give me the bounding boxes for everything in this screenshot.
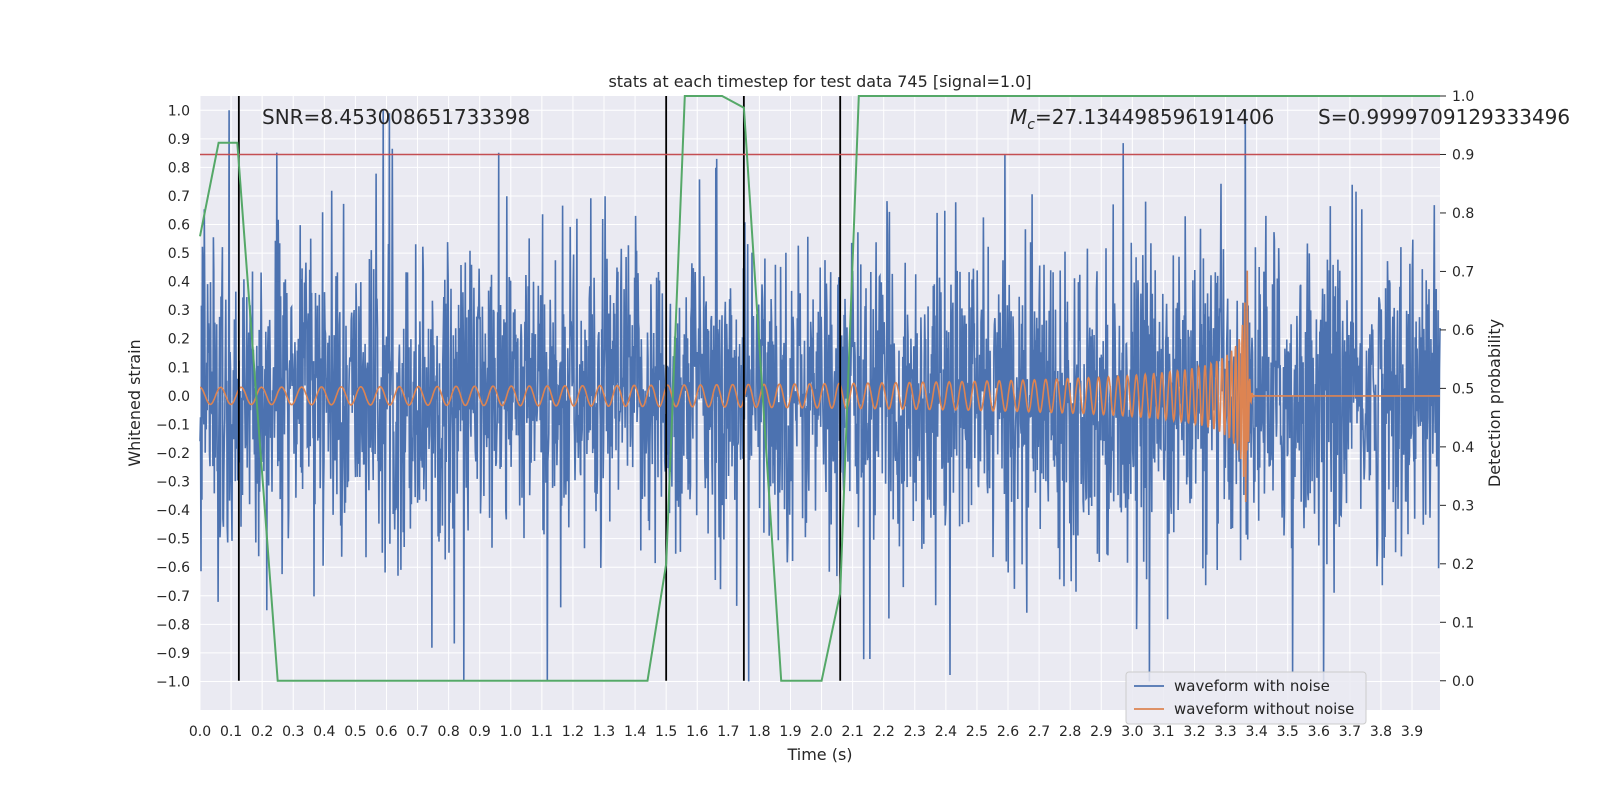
y2-tick-label: 0.5 xyxy=(1452,381,1474,397)
x-tick-label: 3.3 xyxy=(1214,724,1236,740)
x-tick-label: 3.6 xyxy=(1308,724,1330,740)
chirp-mass-subscript: c xyxy=(1027,117,1035,133)
legend-label-no-noise: waveform without noise xyxy=(1174,700,1354,718)
y-ticks: 1.0 0.9 0.8 0.7 0.6 0.5 0.4 0.3 0.2 0.1 0.0 −0.1 −0.… xyxy=(156,103,190,690)
x-tick-label: 0.5 xyxy=(344,724,366,740)
x-tick-label: 0.3 xyxy=(282,724,304,740)
x-tick-label: 3.2 xyxy=(1183,724,1205,740)
x-tick-label: 3.1 xyxy=(1152,724,1174,740)
x-tick-label: 1.1 xyxy=(531,724,553,740)
y2-ticks: 1.0 0.9 0.8 0.7 0.6 0.5 0.4 0.3 0.2 0.1 0.0 xyxy=(1440,89,1474,690)
y-tick-label: 0.9 xyxy=(168,132,190,148)
legend-label-noise: waveform with noise xyxy=(1174,677,1330,695)
x-tick-label: 3.9 xyxy=(1401,724,1423,740)
plot-area xyxy=(199,95,1441,682)
x-tick-label: 3.7 xyxy=(1339,724,1361,740)
y-tick-label: 0.6 xyxy=(168,218,190,234)
y2-tick-label: 0.6 xyxy=(1452,323,1474,339)
y-tick-label: 0.7 xyxy=(168,189,190,205)
x-tick-label: 2.5 xyxy=(966,724,988,740)
x-tick-label: 1.6 xyxy=(686,724,708,740)
chirp-mass-annotation: Mc=27.134498596191406 xyxy=(1010,105,1274,133)
y2-tick-label: 0.1 xyxy=(1452,615,1474,631)
x-tick-label: 0.1 xyxy=(220,724,242,740)
x-tick-label: 2.3 xyxy=(904,724,926,740)
y2-tick-label: 0.8 xyxy=(1452,206,1474,222)
x-tick-label: 1.8 xyxy=(748,724,770,740)
x-tick-label: 2.8 xyxy=(1059,724,1081,740)
y-tick-label: 0.0 xyxy=(168,389,190,405)
y-tick-label: 1.0 xyxy=(168,103,190,119)
x-tick-label: 0.2 xyxy=(251,724,273,740)
y-tick-label: −0.9 xyxy=(156,646,190,662)
y2-tick-label: 0.2 xyxy=(1452,557,1474,573)
chirp-mass-symbol: M xyxy=(1010,105,1027,129)
y-tick-label: 0.4 xyxy=(168,275,190,291)
y-tick-label: 0.1 xyxy=(168,360,190,376)
y-tick-label: 0.8 xyxy=(168,160,190,176)
snr-annotation: SNR=8.453008651733398 xyxy=(262,105,530,129)
x-tick-label: 1.5 xyxy=(655,724,677,740)
x-tick-label: 2.2 xyxy=(873,724,895,740)
legend: waveform with noise waveform without noi… xyxy=(1125,671,1367,725)
x-tick-label: 0.6 xyxy=(375,724,397,740)
y-tick-label: −0.1 xyxy=(156,417,190,433)
y2-tick-label: 1.0 xyxy=(1452,89,1474,105)
x-tick-label: 2.4 xyxy=(935,724,957,740)
x-tick-label: 2.9 xyxy=(1090,724,1112,740)
x-tick-label: 0.9 xyxy=(469,724,491,740)
x-tick-label: 2.0 xyxy=(810,724,832,740)
legend-box xyxy=(1125,671,1367,725)
x-tick-label: 2.1 xyxy=(841,724,863,740)
x-tick-label: 2.7 xyxy=(1028,724,1050,740)
x-tick-label: 1.9 xyxy=(779,724,801,740)
x-tick-label: 0.4 xyxy=(313,724,335,740)
chart-title: stats at each timestep for test data 745… xyxy=(608,72,1031,91)
x-tick-label: 1.3 xyxy=(593,724,615,740)
y2-tick-label: 0.3 xyxy=(1452,498,1474,514)
x-axis-label: Time (s) xyxy=(786,745,852,764)
x-tick-label: 1.4 xyxy=(624,724,646,740)
series-waveform-with-noise xyxy=(199,110,1441,682)
x-tick-label: 3.0 xyxy=(1121,724,1143,740)
chirp-mass-value: =27.134498596191406 xyxy=(1035,105,1274,129)
y-tick-label: 0.2 xyxy=(168,332,190,348)
y-tick-label: −0.8 xyxy=(156,617,190,633)
x-tick-label: 2.6 xyxy=(997,724,1019,740)
x-tick-label: 3.4 xyxy=(1246,724,1268,740)
y-tick-label: 0.3 xyxy=(168,303,190,319)
x-tick-label: 1.0 xyxy=(500,724,522,740)
y2-axis-label: Detection probability xyxy=(1485,319,1504,487)
x-tick-label: 1.2 xyxy=(562,724,584,740)
x-tick-label: 0.8 xyxy=(437,724,459,740)
x-ticks: 0.0 0.1 0.2 0.3 0.4 0.5 0.6 0.7 0.8 0.9 1.0 1.1 1.2 1… xyxy=(189,724,1423,740)
y2-tick-label: 0.4 xyxy=(1452,440,1474,456)
y-tick-label: −0.3 xyxy=(156,475,190,491)
y2-tick-label: 0.0 xyxy=(1452,674,1474,690)
y-tick-label: −0.7 xyxy=(156,589,190,605)
series-waveform-without-noise xyxy=(200,270,1440,503)
x-tick-label: 3.5 xyxy=(1277,724,1299,740)
y-axis-label: Whitened strain xyxy=(125,339,144,466)
y-tick-label: −1.0 xyxy=(156,674,190,690)
x-tick-label: 0.7 xyxy=(406,724,428,740)
y2-tick-label: 0.7 xyxy=(1452,264,1474,280)
x-tick-label: 3.8 xyxy=(1370,724,1392,740)
x-tick-label: 0.0 xyxy=(189,724,211,740)
y-tick-label: −0.2 xyxy=(156,446,190,462)
series-detection-probability xyxy=(199,95,1440,682)
y-tick-label: 0.5 xyxy=(168,246,190,262)
x-tick-label: 1.7 xyxy=(717,724,739,740)
y2-tick-label: 0.9 xyxy=(1452,147,1474,163)
y-tick-label: −0.5 xyxy=(156,532,190,548)
y-tick-label: −0.6 xyxy=(156,560,190,576)
y-tick-label: −0.4 xyxy=(156,503,190,519)
s-annotation: S=0.9999709129333496 xyxy=(1318,105,1570,129)
